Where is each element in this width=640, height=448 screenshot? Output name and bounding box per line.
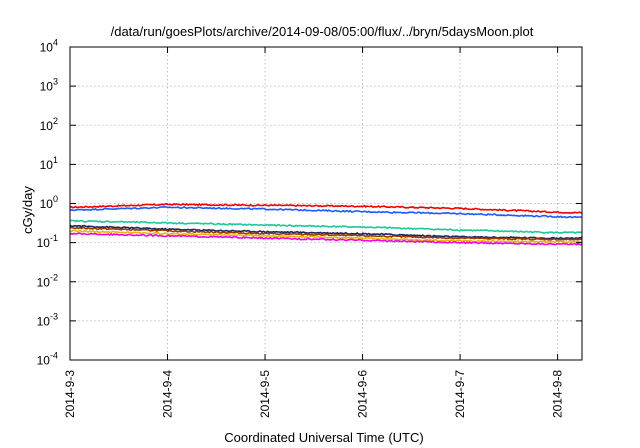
x-tick-label: 2014-9-3 [63,370,77,418]
y-tick-label: 104 [40,38,58,55]
y-tick-label: 100 [40,194,58,211]
series-line [69,203,583,214]
series-line [69,219,583,234]
series-line [69,206,583,219]
series-line [69,232,583,246]
x-tick-label: 2014-9-5 [258,370,272,418]
x-tick-label: 2014-9-4 [161,370,175,418]
y-tick-label: 10-2 [37,272,58,289]
y-tick-label: 10-4 [37,351,58,368]
y-tick-label: 10-1 [37,233,58,250]
y-tick-label: 10-3 [37,311,58,328]
y-axis-label: cGy/day [20,186,35,234]
y-tick-label: 102 [40,116,58,133]
grid [70,47,582,360]
y-tick-label: 103 [40,77,58,94]
x-tick-label: 2014-9-7 [453,370,467,418]
chart-title: /data/run/goesPlots/archive/2014-09-08/0… [111,24,534,39]
x-axis-label: Coordinated Universal Time (UTC) [224,430,423,445]
series-line [70,229,583,244]
y-tick-label: 101 [40,155,58,172]
series-lines [69,203,583,246]
x-tick-label: 2014-9-8 [551,370,565,418]
y-axis-ticks: 10-4 10-3 10-2 10-1 100 101 102 103 104 [37,38,582,368]
x-tick-label: 2014-9-6 [356,370,370,418]
x-axis-ticks: 2014-9-3 2014-9-4 2014-9-5 2014-9-6 2014-9-7… [63,47,565,418]
series-line [69,226,583,241]
